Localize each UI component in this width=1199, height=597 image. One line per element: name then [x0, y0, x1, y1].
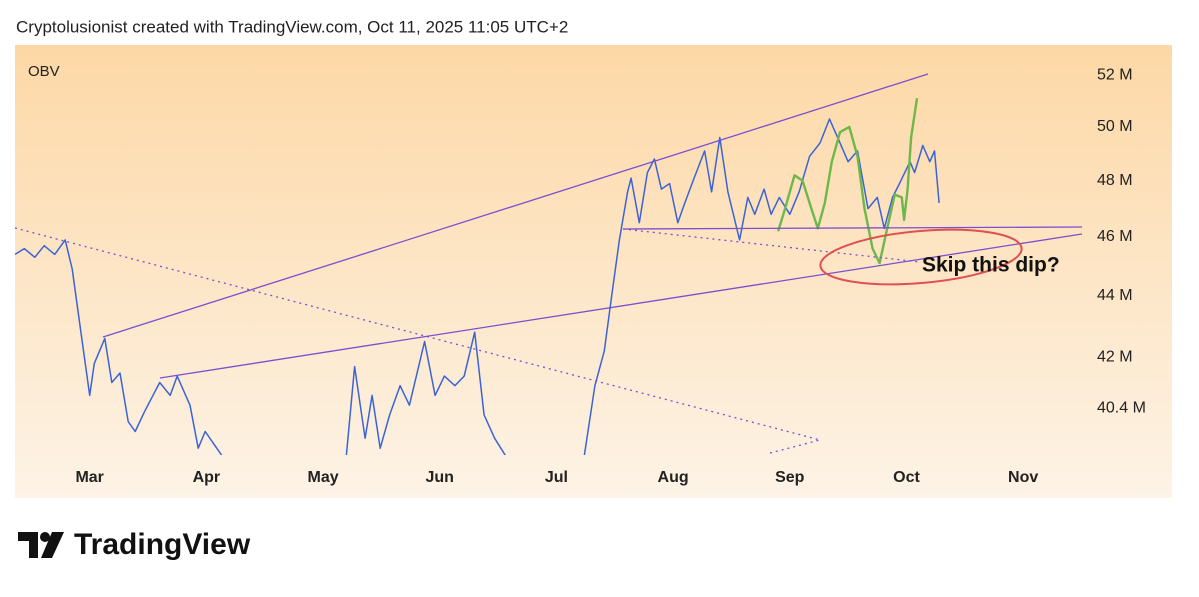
- header: Cryptolusionist created with TradingView…: [16, 17, 568, 36]
- chart-background: [15, 45, 1172, 498]
- brand: TradingView: [74, 528, 251, 561]
- x-tick-label: Oct: [893, 469, 920, 486]
- y-tick-label: 52 M: [1097, 66, 1133, 83]
- x-tick-label: Aug: [658, 469, 689, 486]
- drawings: [14, 73, 1083, 454]
- x-tick-label: Mar: [75, 469, 103, 486]
- x-tick-label: Apr: [193, 469, 221, 486]
- y-tick-label: 46 M: [1097, 228, 1133, 245]
- trend-line: [102, 73, 929, 338]
- series-line: [15, 118, 940, 455]
- x-tick-label: May: [307, 469, 338, 486]
- x-tick-label: Jun: [426, 469, 454, 486]
- series-line: [776, 98, 919, 265]
- y-tick-label: 44 M: [1097, 287, 1133, 304]
- x-tick-label: Jul: [545, 469, 568, 486]
- y-tick-label: 48 M: [1097, 172, 1133, 189]
- x-tick-label: Sep: [775, 469, 805, 486]
- indicator-label: OBV: [28, 63, 60, 80]
- logo-mark: [18, 532, 38, 558]
- dotted-line: [769, 439, 821, 454]
- trend-line: [622, 226, 1083, 230]
- x-tick-label: Nov: [1008, 469, 1038, 486]
- dotted-line: [622, 228, 921, 263]
- y-tick-label: 40.4 M: [1097, 400, 1146, 417]
- y-tick-label: 42 M: [1097, 348, 1133, 365]
- highlight-circle: [819, 228, 1023, 286]
- plot-area: [15, 98, 940, 455]
- y-tick-label: 50 M: [1097, 118, 1133, 135]
- annotation: Skip this dip?: [922, 254, 1060, 277]
- logo-mark: [41, 532, 64, 558]
- dotted-line: [14, 227, 821, 441]
- trend-line: [159, 233, 1083, 379]
- logo: TradingView: [18, 528, 251, 561]
- logo-mark: [40, 532, 50, 542]
